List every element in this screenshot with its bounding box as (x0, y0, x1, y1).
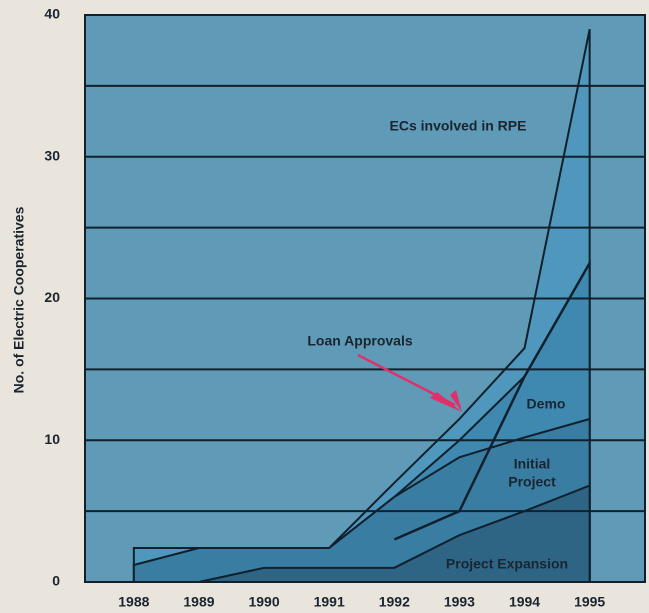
y-tick-label: 20 (44, 289, 60, 305)
annotation: Project Expansion (446, 556, 568, 572)
x-tick-label: 1992 (379, 594, 410, 610)
y-tick-label: 40 (44, 6, 60, 22)
x-tick-label: 1994 (509, 594, 540, 610)
annotation: Project (508, 474, 556, 490)
arrow (357, 353, 456, 407)
annotation: Loan Approvals (307, 333, 412, 349)
x-tick-label: 1995 (574, 594, 605, 610)
annotation: Initial (514, 456, 551, 472)
plot-frame (84, 14, 646, 583)
y-tick-label: 10 (44, 431, 60, 447)
annotation: ECs involved in RPE (390, 118, 527, 134)
y-tick-label: 0 (52, 573, 60, 589)
x-tick-label: 1991 (314, 594, 345, 610)
y-tick-label: 30 (44, 147, 60, 163)
y-axis-label: No. of Electric Cooperatives (11, 206, 27, 393)
x-tick-label: 1993 (444, 594, 475, 610)
x-tick-label: 1988 (118, 594, 149, 610)
annotation: Demo (527, 396, 566, 412)
line (393, 262, 591, 541)
x-tick-label: 1989 (183, 594, 214, 610)
x-tick-label: 1990 (248, 594, 279, 610)
area (133, 484, 591, 583)
